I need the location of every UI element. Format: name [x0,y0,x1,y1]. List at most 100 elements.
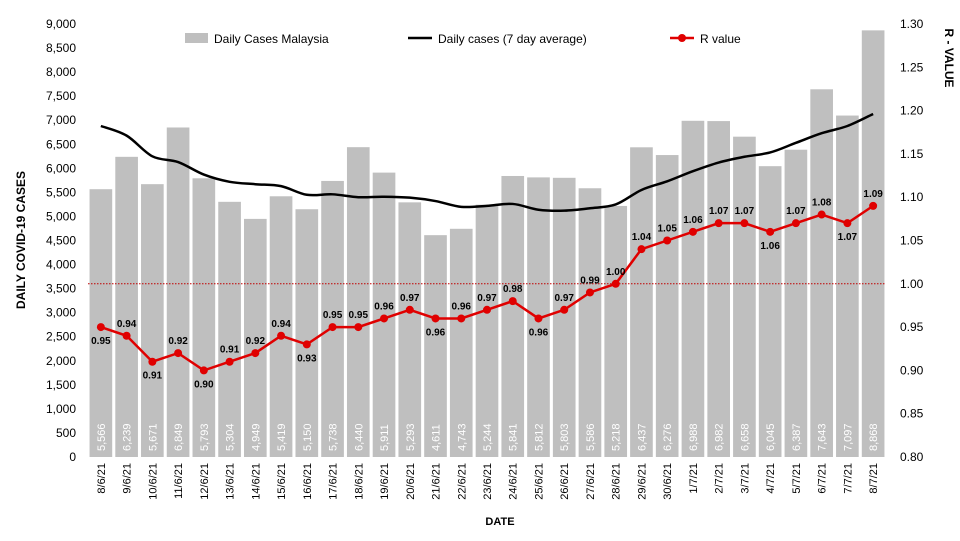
r-value-marker [431,314,440,323]
r-value-label: 0.91 [220,345,240,356]
bar [758,166,782,457]
r-value-label: 1.07 [838,232,858,243]
legend-label-daily-cases: Daily Cases Malaysia [214,32,329,46]
r-value-marker [611,279,620,288]
bar [681,120,705,457]
y-tick-label: 2,000 [46,354,76,368]
r-value-marker [560,305,569,314]
x-tick-label: 18/6/21 [353,463,365,500]
bar-value-label: 6,387 [791,423,803,451]
legend-label-r-value: R value [700,32,741,46]
r-value-marker [534,314,543,323]
bar-value-label: 5,911 [379,424,391,451]
r-value-label: 0.92 [168,336,188,347]
y-axis: 0 500 1,000 1,500 2,000 2,500 3,000 3,500 4,000 4… [46,17,76,464]
x-tick-label: 5/7/21 [791,463,803,494]
x-tick-label: 24/6/21 [508,463,520,500]
x-tick-label: 22/6/21 [456,463,468,500]
r-value-marker [122,331,131,340]
y2-tick-label: 0.85 [900,407,924,421]
r-value-labels: 0.95 0.94 0.91 0.92 0.90 0.91 0.92 0.94 0.93 0.95… [91,189,883,391]
x-tick-label: 19/6/21 [379,463,391,500]
r-value-marker [277,331,286,340]
r-value-label: 0.97 [554,293,574,304]
x-tick-label: 17/6/21 [328,463,340,500]
bar-value-label: 4,743 [456,423,468,451]
y-tick-label: 9,000 [46,17,76,31]
y-tick-label: 5,500 [46,185,76,199]
r-value-label: 0.95 [349,310,369,321]
r-value-marker [843,219,852,228]
r-value-marker [328,323,337,332]
y-tick-label: 3,500 [46,282,76,296]
r-value-marker [508,297,517,306]
bar [810,89,833,458]
x-tick-label: 6/7/21 [817,463,829,494]
r-value-marker [637,245,646,254]
y-tick-label: 500 [56,426,76,440]
y2-tick-label: 1.05 [900,234,924,248]
x-tick-label: 21/6/21 [431,463,443,500]
r-value-marker [585,288,594,297]
r-value-label: 1.06 [760,241,780,252]
bar-value-label: 6,239 [122,423,134,451]
bar-value-label: 5,793 [199,423,211,451]
bar-value-label: 6,849 [173,423,185,451]
r-value-label: 0.91 [143,371,163,382]
y2-tick-label: 0.95 [900,320,924,334]
y2-tick-label: 1.20 [900,104,924,118]
y-tick-label: 4,000 [46,258,76,272]
bar-value-label: 7,643 [817,423,829,451]
bar [501,175,525,457]
x-tick-label: 9/6/21 [122,463,134,494]
y2-tick-label: 1.30 [900,17,924,31]
legend: Daily Cases Malaysia Daily cases (7 day … [185,32,741,46]
y-tick-label: 1,000 [46,402,76,416]
r-value-label: 0.94 [117,319,137,330]
y2-tick-label: 0.80 [900,450,924,464]
bar-value-label: 5,671 [147,423,159,451]
y2-tick-label: 1.15 [900,147,924,161]
average-line [100,112,874,213]
bar [218,201,241,457]
x-axis-title: DATE [485,516,514,528]
r-value-marker [740,219,749,228]
r-value-marker [766,227,775,236]
bar [166,127,190,457]
bar [449,228,473,457]
y-tick-label: 8,000 [46,65,76,79]
bar-value-label: 5,566 [96,423,108,451]
y-tick-label: 8,500 [46,41,76,55]
bar-value-label: 6,658 [739,423,751,451]
r-value-label: 0.94 [271,319,291,330]
x-axis: 8/6/21 9/6/21 10/6/21 11/6/21 12/6/21 13/6/21… [96,463,880,500]
bar [243,218,267,457]
bar [346,147,370,458]
legend-label-7-day-average: Daily cases (7 day average) [438,32,587,46]
y-tick-label: 1,500 [46,378,76,392]
x-tick-label: 4/7/21 [765,463,777,494]
legend-swatch-r-value-marker [678,34,686,42]
x-tick-label: 3/7/21 [739,463,751,494]
r-value-marker [817,210,826,219]
bar [630,147,653,457]
r-value-marker [96,323,105,332]
r-value-marker [791,219,800,228]
y2-tick-label: 1.10 [900,190,924,204]
y-tick-label: 2,500 [46,330,76,344]
r-value-label: 0.99 [580,275,600,286]
y2-axis-title: R - VALUE [942,28,956,87]
bar-value-labels: 5,566 6,239 5,671 6,849 5,793 5,304 4,949 5,419… [96,423,880,451]
bar-value-label: 4,949 [250,423,262,451]
bar [192,178,216,457]
y-tick-label: 7,000 [46,113,76,127]
r-value-marker [251,349,260,358]
bar [707,121,731,457]
r-value-label: 1.07 [735,206,755,217]
x-tick-label: 8/7/21 [868,463,880,494]
bar-value-label: 4,611 [431,424,443,451]
bar-value-label: 8,868 [868,423,880,451]
r-value-marker [714,219,723,228]
r-value-label: 0.95 [91,336,111,347]
y-tick-label: 7,500 [46,89,76,103]
